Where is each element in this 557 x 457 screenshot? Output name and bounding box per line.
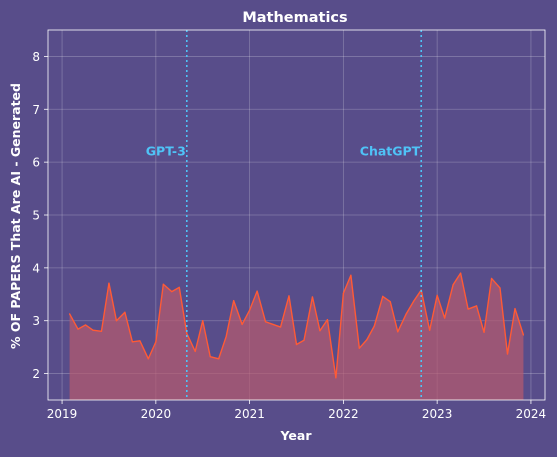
data-point [108,282,110,284]
data-point [397,331,399,333]
y-tick-label: 2 [32,367,40,381]
data-point [202,320,204,322]
x-tick-label: 2023 [422,407,453,421]
data-point [405,313,407,315]
data-point [225,335,227,338]
data-point [124,311,126,313]
x-tick-label: 2021 [234,407,265,421]
data-point [241,323,243,326]
data-point [92,329,94,331]
data-point [272,323,274,326]
data-point [342,292,344,294]
data-point [436,294,438,296]
y-tick-label: 6 [32,156,40,170]
x-tick-label: 2024 [516,407,547,421]
data-point [84,324,87,326]
grid [48,30,545,400]
data-point [429,329,431,331]
data-point [389,301,391,303]
data-point [506,353,509,355]
y-axis: 2 3 4 5 6 7 8 [32,50,48,381]
data-point [147,358,149,360]
data-point [256,290,258,292]
data-point [155,341,157,343]
data-point [162,283,164,285]
data-point [115,320,118,322]
data-point [288,295,290,297]
data-point [444,317,446,319]
data-point [483,331,485,333]
data-point [77,328,79,330]
y-tick-label: 8 [32,50,40,64]
event-label: ChatGPT [360,144,421,159]
data-point [303,339,305,341]
data-point [311,296,314,298]
data-point [522,334,525,336]
data-point [68,313,71,315]
data-point [171,291,173,293]
data-point [452,284,454,286]
data-point [514,307,516,310]
data-point [186,332,188,334]
data-point [413,300,415,302]
data-point [499,287,501,289]
data-point [358,347,360,349]
data-point [350,274,352,276]
data-point [460,272,462,274]
data-point [373,325,375,327]
x-axis-label: Year [280,428,313,443]
data-point [131,341,133,343]
area-layer [68,272,525,400]
y-tick-label: 5 [32,209,40,223]
x-tick-label: 2022 [328,407,359,421]
data-point [218,358,220,360]
data-point [100,330,103,332]
data-point [326,319,329,321]
x-tick-label: 2020 [141,407,172,421]
event-label: GPT-3 [146,144,186,159]
data-point [295,343,298,346]
y-tick-label: 7 [32,103,40,117]
y-axis-label: % OF PAPERS That Are AI - Generated [8,83,23,349]
y-tick-label: 4 [32,261,40,275]
x-axis: 2019 2020 2021 2022 2023 2024 [47,400,546,421]
data-point [279,326,282,328]
data-point [475,305,478,307]
data-point [194,350,196,352]
vline-layer: GPT-3 ChatGPT [146,30,423,400]
series-area [69,273,524,400]
data-point [490,277,493,280]
data-point [366,339,368,341]
data-point [382,295,384,297]
data-point [335,377,337,379]
y-tick-label: 3 [32,314,40,328]
data-point [264,321,267,323]
data-point [209,356,211,358]
data-point [319,330,321,332]
data-point [249,309,251,311]
data-point [233,300,235,302]
data-point [467,308,469,310]
chart-title: Mathematics [242,10,347,26]
data-point [178,286,180,289]
data-point [139,340,141,342]
x-tick-label: 2019 [47,407,78,421]
